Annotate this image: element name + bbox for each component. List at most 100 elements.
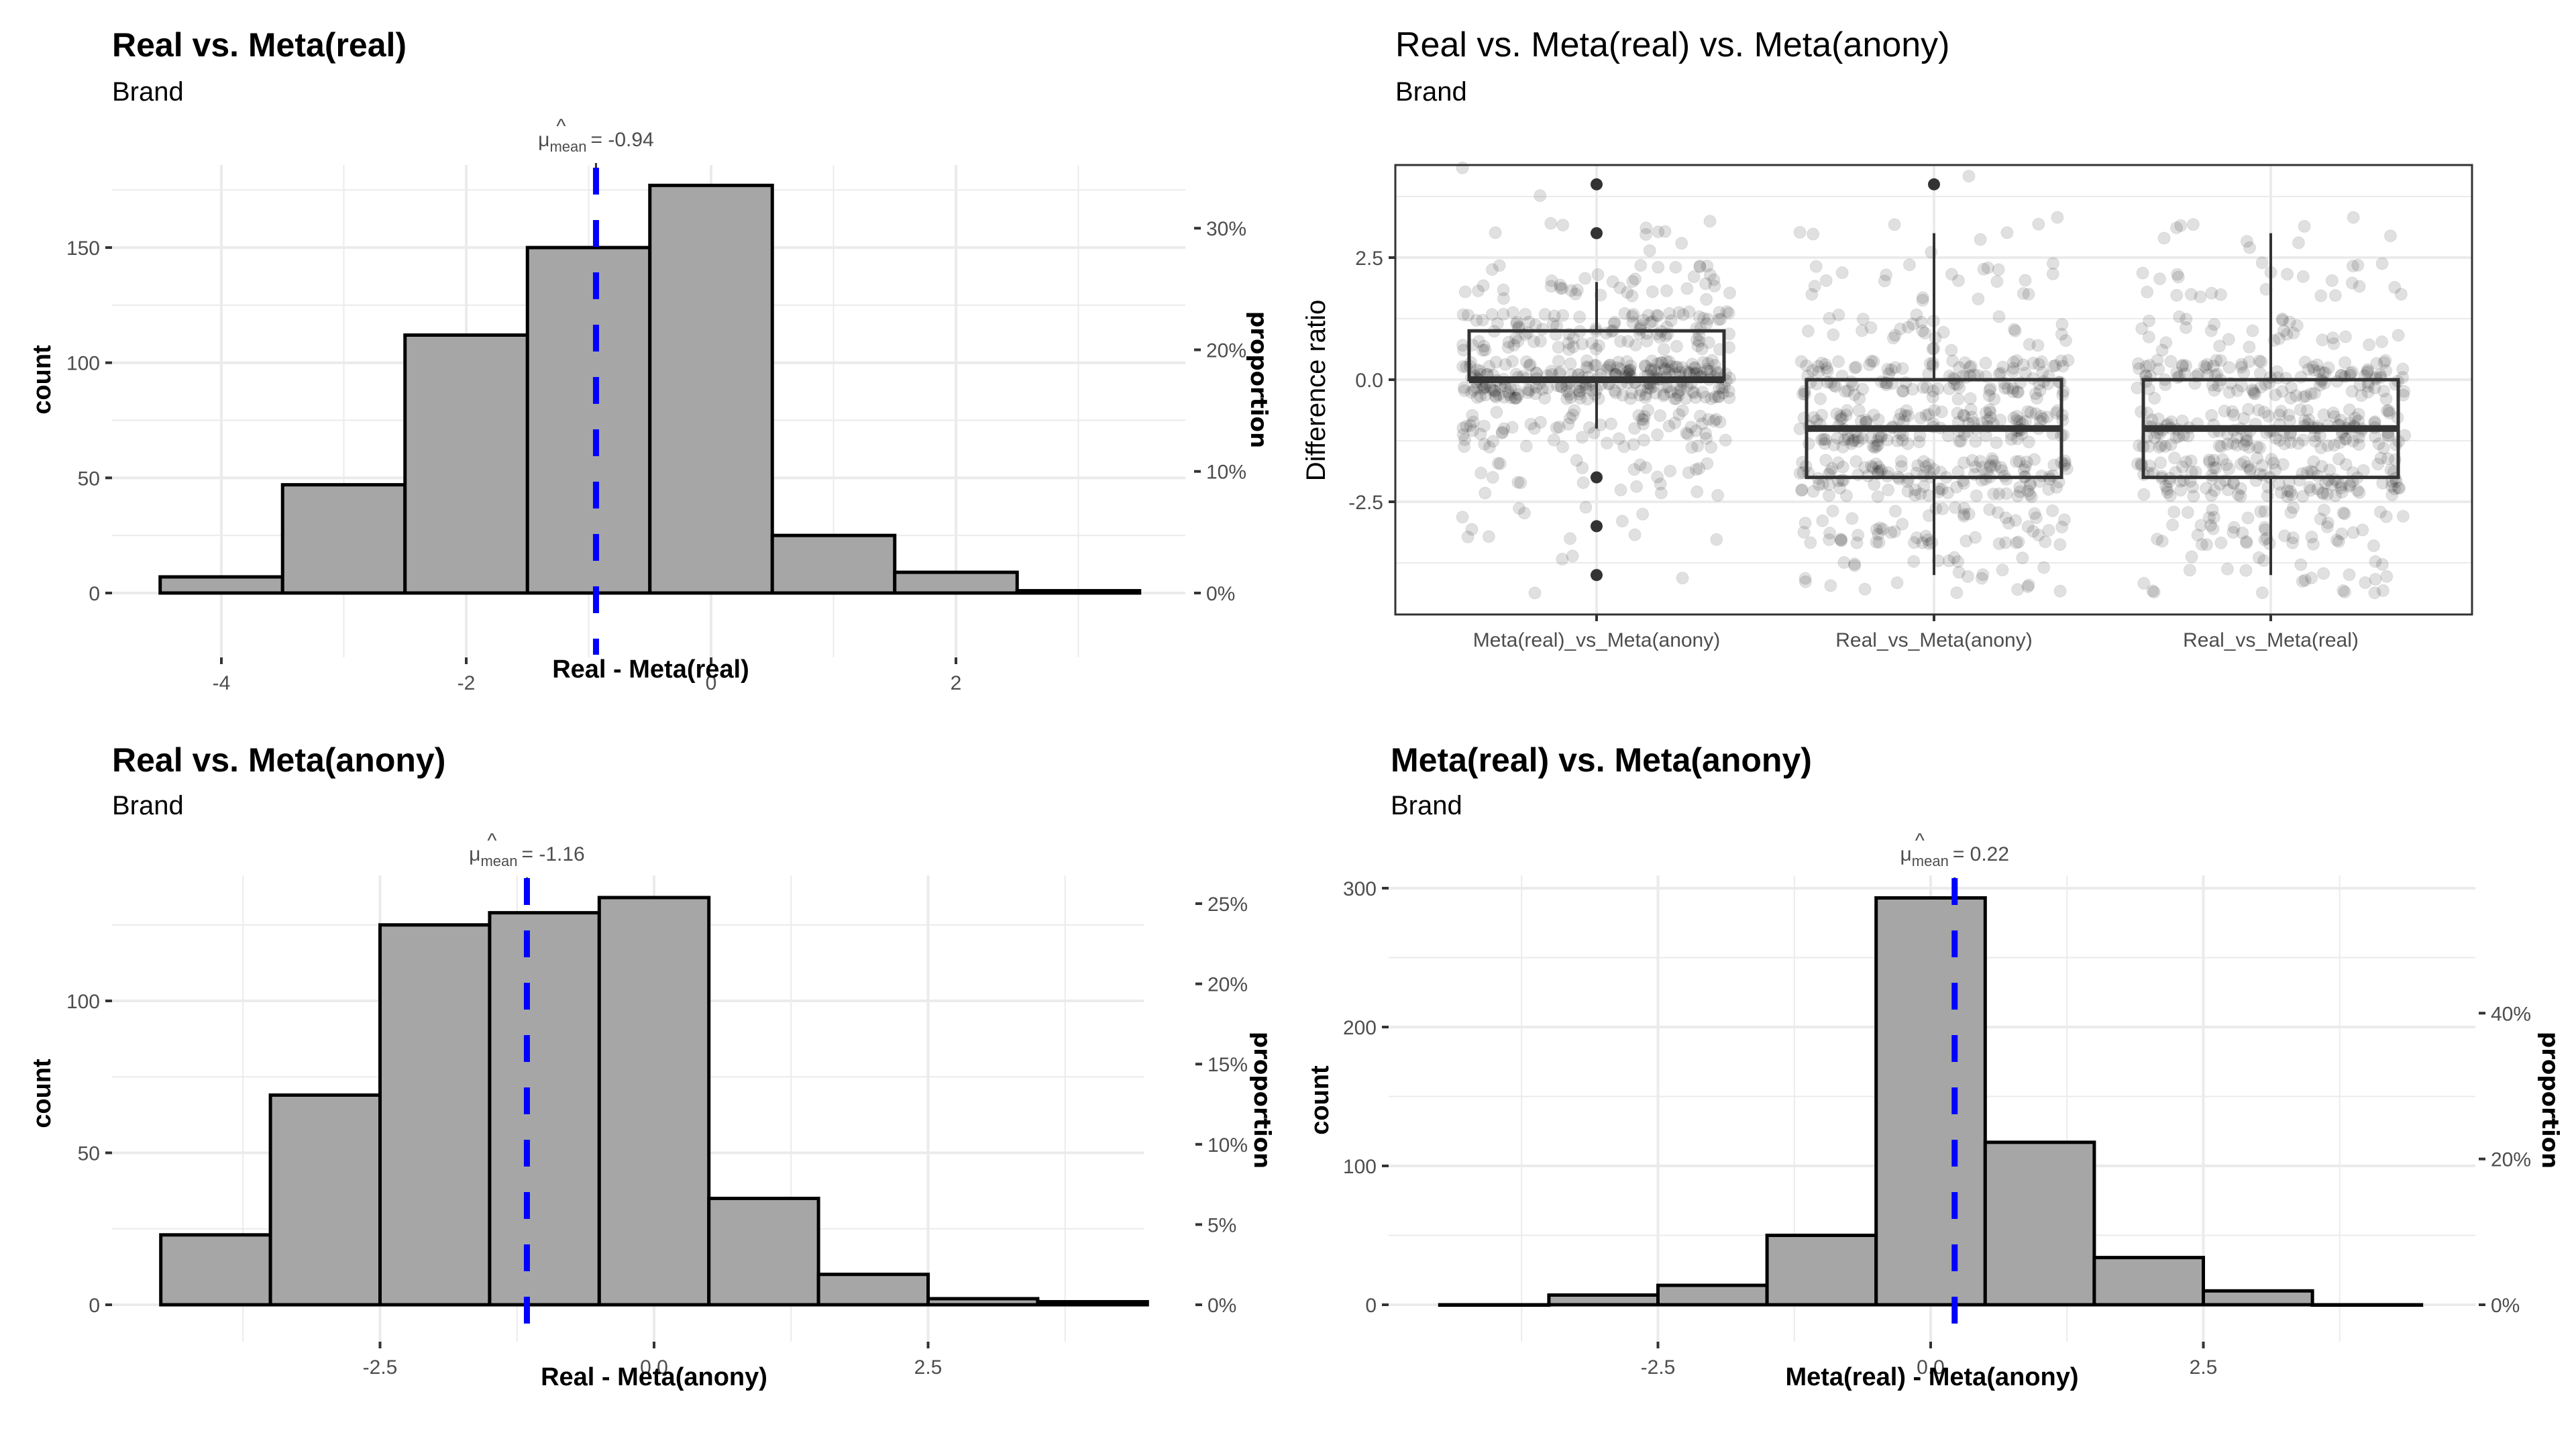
jitter-point [2300, 404, 2314, 417]
jitter-point [1922, 458, 1935, 472]
jitter-point [1554, 278, 1567, 292]
jitter-point [1856, 432, 1870, 445]
x-category-label: Real_vs_Meta(real) [2183, 629, 2359, 651]
jitter-point [2021, 405, 2035, 418]
jitter-point [1456, 161, 1469, 174]
jitter-point [2143, 359, 2156, 372]
jitter-point [1999, 511, 2012, 525]
mean-value: = -1.16 [522, 843, 585, 865]
jitter-point [1672, 388, 1685, 402]
jitter-point [1709, 413, 1723, 426]
jitter-point [1672, 408, 1686, 421]
jitter-point [1536, 382, 1549, 396]
y-tick-label: 300 [1343, 878, 1377, 900]
jitter-point [1870, 440, 1884, 453]
jitter-point [1969, 435, 1982, 448]
jitter-point [1660, 284, 1673, 297]
jitter-point [2305, 530, 2318, 543]
jitter-point [1986, 454, 2000, 468]
jitter-point [2376, 584, 2390, 597]
jitter-point [1901, 437, 1915, 450]
jitter-point [2206, 503, 2219, 517]
jitter-point [1589, 342, 1603, 356]
y-axis-title: Difference ratio [1301, 300, 1331, 482]
jitter-point [2218, 405, 2231, 418]
jitter-point [2139, 360, 2153, 373]
jitter-point [2326, 331, 2339, 345]
jitter-point [1564, 357, 1577, 370]
jitter-point [1926, 359, 1939, 372]
jitter-point [1694, 409, 1707, 423]
jitter-point [1671, 386, 1684, 399]
jitter-point [2220, 562, 2234, 576]
jitter-point [2252, 403, 2265, 417]
jitter-point [2151, 533, 2164, 546]
jitter-point [2226, 525, 2240, 539]
jitter-point [1574, 392, 1587, 405]
jitter-point [1919, 460, 1933, 474]
jitter-point [1544, 280, 1558, 293]
jitter-point [1943, 382, 1956, 396]
jitter-point [2000, 487, 2013, 500]
jitter-point [1928, 404, 1941, 417]
jitter-point [1992, 537, 2006, 550]
jitter-point [2280, 327, 2294, 341]
outlier-point [1591, 178, 1603, 191]
jitter-point [1708, 358, 1721, 372]
jitter-point [2314, 289, 2328, 303]
jitter-point [2314, 441, 2328, 455]
jitter-point [2356, 523, 2369, 537]
mean-marker: μmean = -0.94 ^ [538, 115, 654, 655]
jitter-point [1866, 461, 1880, 474]
jitter-point [1456, 511, 1469, 524]
jitter-point [1654, 486, 1668, 500]
jitter-point [1884, 363, 1898, 376]
jitter-point [2351, 484, 2364, 497]
jitter-point [2304, 387, 2318, 400]
jitter-point [1552, 341, 1565, 354]
jitter-point [1566, 549, 1579, 563]
jitter-point [2320, 488, 2334, 501]
jitter-point [1669, 360, 1682, 374]
jitter-point [1979, 406, 1992, 419]
jitter-point [1554, 281, 1567, 294]
jitter-point [2234, 482, 2247, 495]
jitter-point [1461, 309, 1474, 322]
jitter-point [2239, 564, 2253, 577]
jitter-point [2222, 361, 2236, 374]
jitter-point [2385, 488, 2399, 502]
y-tick-label: 150 [66, 237, 100, 260]
jitter-point [2359, 576, 2372, 590]
jitter-point [2012, 535, 2025, 549]
jitter-point [1931, 382, 1945, 395]
jitter-point [1675, 237, 1688, 250]
jitter-point [1982, 389, 1996, 402]
y2-tick-label: 15% [1208, 1054, 1248, 1076]
jitter-point [2275, 312, 2289, 325]
jitter-point [2016, 551, 2029, 565]
jitter-point [1547, 433, 1560, 447]
jitter-point [1456, 428, 1470, 441]
jitter-point [1458, 433, 1472, 446]
jitter-point [1580, 392, 1594, 406]
jitter-point [1870, 523, 1883, 536]
jitter-point [2184, 454, 2198, 468]
jitter-point [1652, 260, 1665, 274]
jitter-point [2257, 405, 2271, 419]
jitter-point [2202, 511, 2216, 525]
jitter-point [2345, 384, 2359, 398]
jitter-point [1925, 246, 1938, 259]
mean-value: = -0.94 [591, 129, 654, 151]
histogram-bar [525, 246, 652, 595]
x-tick-label: 0.0 [1917, 1356, 1945, 1379]
jitter-point [1953, 361, 1966, 374]
jitter-point [1651, 357, 1664, 370]
jitter-point [2231, 384, 2244, 397]
jitter-point [1642, 309, 1655, 322]
jitter-point [1872, 460, 1886, 474]
jitter-point [1957, 502, 1971, 515]
jitter-point [2390, 438, 2403, 451]
jitter-point [1802, 437, 1815, 451]
jitter-point [1496, 425, 1509, 439]
jitter-point [1654, 409, 1667, 423]
